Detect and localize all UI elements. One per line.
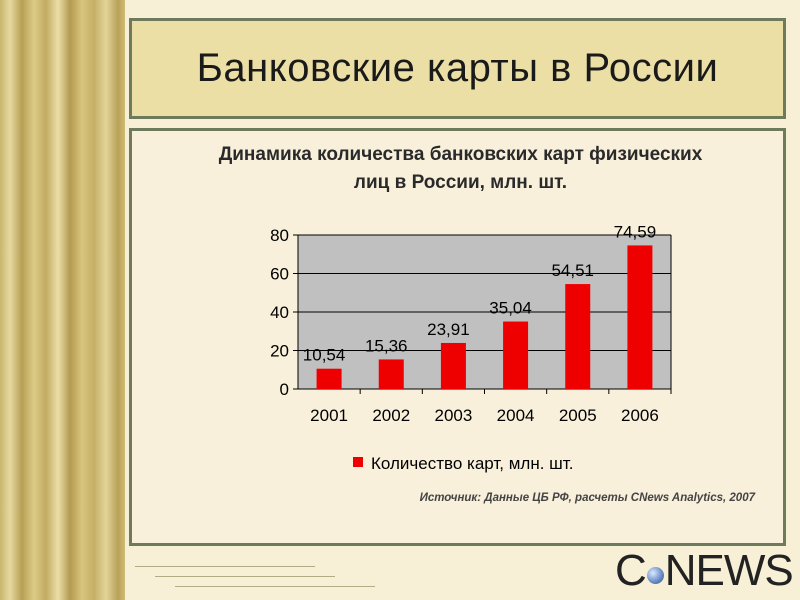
y-tick-label: 0 <box>280 380 289 399</box>
bar <box>316 368 342 389</box>
decorative-left-strip <box>0 0 125 600</box>
decorative-line <box>155 576 335 577</box>
data-label: 15,36 <box>365 336 408 355</box>
bar <box>378 359 404 389</box>
legend-swatch <box>353 457 363 467</box>
data-label: 35,04 <box>489 299 532 318</box>
bar <box>565 284 591 389</box>
x-tick-label: 2003 <box>435 406 473 425</box>
x-tick-label: 2004 <box>497 406 535 425</box>
globe-icon <box>646 566 664 584</box>
x-tick-label: 2002 <box>372 406 410 425</box>
data-label: 23,91 <box>427 320 470 339</box>
x-tick-label: 2001 <box>310 406 348 425</box>
data-label: 54,51 <box>551 261 594 280</box>
decorative-line <box>175 586 375 587</box>
x-tick-label: 2006 <box>621 406 659 425</box>
bar <box>503 321 529 389</box>
chart-panel: Динамика количества банковских карт физи… <box>129 128 786 546</box>
logo-prefix: C <box>615 546 647 595</box>
x-tick-label: 2005 <box>559 406 597 425</box>
logo-suffix: NEWS <box>664 546 794 595</box>
chart-title-line-2: лиц в России, млн. шт. <box>353 172 568 193</box>
y-tick-label: 20 <box>270 342 289 361</box>
bar <box>627 245 653 389</box>
y-tick-label: 60 <box>270 265 289 284</box>
chart-title-line-1: Динамика количества банковских карт физи… <box>218 144 703 165</box>
data-label: 74,59 <box>614 222 657 241</box>
slide-title: Банковские карты в России <box>196 46 719 90</box>
bar <box>440 342 466 389</box>
y-tick-label: 80 <box>270 226 289 245</box>
bar-chart: 0 20 40 60 80 10,54 2001 15,36 2002 23,91 2003 35,0… <box>270 222 672 473</box>
cnews-logo: C NEWS <box>615 546 794 596</box>
legend-label: Количество карт, млн. шт. <box>371 454 573 473</box>
source-note: Источник: Данные ЦБ РФ, расчеты CNews An… <box>419 492 755 504</box>
decorative-line <box>135 566 315 567</box>
chart-title: Динамика количества банковских карт физи… <box>132 141 789 197</box>
y-tick-label: 40 <box>270 303 289 322</box>
slide-title-box: Банковские карты в России <box>129 18 786 119</box>
data-label: 10,54 <box>303 346 346 365</box>
